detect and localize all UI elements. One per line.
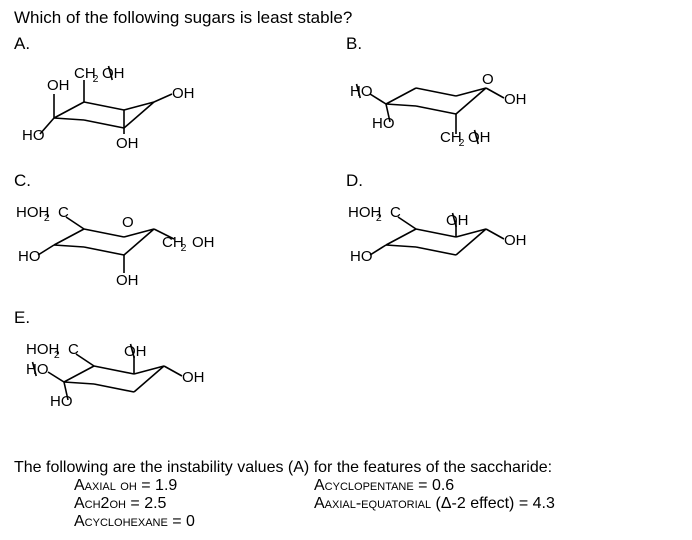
svg-text:C: C — [68, 341, 79, 358]
svg-text:OH: OH — [124, 343, 147, 360]
option-e: E. HOH2CHOHOOHOH — [14, 308, 346, 435]
option-b: B. HOHOOCH2OHOH — [346, 34, 678, 161]
option-d-label: D. — [346, 171, 668, 191]
svg-text:OH: OH — [504, 232, 527, 249]
svg-text:OH: OH — [172, 85, 195, 102]
svg-text:OH: OH — [504, 91, 527, 108]
svg-text:2: 2 — [376, 212, 382, 224]
svg-text:OH: OH — [468, 129, 491, 146]
svg-text:O: O — [482, 71, 494, 88]
svg-text:OH: OH — [116, 272, 139, 289]
svg-text:HO: HO — [350, 248, 373, 265]
svg-text:OH: OH — [192, 234, 215, 251]
structure-a: HOOHCH2OHOHOH — [14, 56, 336, 161]
structure-c: HOH2COHOOHCH2OH — [14, 193, 336, 298]
option-b-label: B. — [346, 34, 668, 54]
option-a-label: A. — [14, 34, 336, 54]
svg-text:HO: HO — [50, 393, 73, 410]
svg-text:C: C — [390, 204, 401, 221]
structure-b: HOHOOCH2OHOH — [346, 56, 668, 161]
row-cd: C. HOH2COHOOHCH2OH D. HOH2CHOOHOH — [14, 171, 678, 308]
footer-ch2oh: Ach2oh = 2.5 — [74, 495, 314, 513]
svg-text:O: O — [122, 214, 134, 231]
svg-text:C: C — [58, 204, 69, 221]
footer-empty — [314, 513, 678, 531]
footer-line-3: Acyclohexane = 0 — [14, 513, 678, 531]
svg-text:HO: HO — [18, 248, 41, 265]
svg-text:HO: HO — [22, 127, 45, 144]
row-e: E. HOH2CHOHOOHOH — [14, 308, 678, 445]
svg-text:HO: HO — [26, 361, 49, 378]
svg-text:2: 2 — [93, 73, 99, 85]
svg-text:OH: OH — [446, 212, 469, 229]
footer-intro: The following are the instability values… — [14, 459, 678, 477]
svg-text:OH: OH — [47, 77, 70, 94]
structure-e: HOH2CHOHOOHOH — [14, 330, 336, 435]
svg-text:OH: OH — [182, 369, 205, 386]
svg-text:HO: HO — [350, 83, 373, 100]
footer-axial-oh: Aaxial oh = 1.9 — [74, 477, 314, 495]
svg-text:HO: HO — [372, 115, 395, 132]
footer-line-1: Aaxial oh = 1.9 Acyclopentane = 0.6 — [14, 477, 678, 495]
svg-text:2: 2 — [181, 242, 187, 254]
option-c: C. HOH2COHOOHCH2OH — [14, 171, 346, 298]
footer-cyclopentane: Acyclopentane = 0.6 — [314, 477, 678, 495]
option-e-label: E. — [14, 308, 336, 328]
row-ab: A. HOOHCH2OHOHOH B. HOHOOCH2OHOH — [14, 34, 678, 171]
svg-text:OH: OH — [102, 65, 125, 82]
page-root: Which of the following sugars is least s… — [0, 0, 692, 539]
option-d: D. HOH2CHOOHOH — [346, 171, 678, 298]
structure-d: HOH2CHOOHOH — [346, 193, 668, 298]
footer-ax-eq: Aaxial-equatorial (Δ-2 effect) = 4.3 — [314, 495, 678, 513]
question-text: Which of the following sugars is least s… — [14, 8, 678, 28]
svg-text:2: 2 — [54, 349, 60, 361]
svg-text:2: 2 — [459, 137, 465, 149]
footer-cyclohexane: Acyclohexane = 0 — [74, 513, 314, 531]
option-a: A. HOOHCH2OHOHOH — [14, 34, 346, 161]
svg-text:2: 2 — [44, 212, 50, 224]
footer: The following are the instability values… — [14, 459, 678, 531]
svg-text:OH: OH — [116, 135, 139, 152]
option-c-label: C. — [14, 171, 336, 191]
footer-line-2: Ach2oh = 2.5 Aaxial-equatorial (Δ-2 effe… — [14, 495, 678, 513]
